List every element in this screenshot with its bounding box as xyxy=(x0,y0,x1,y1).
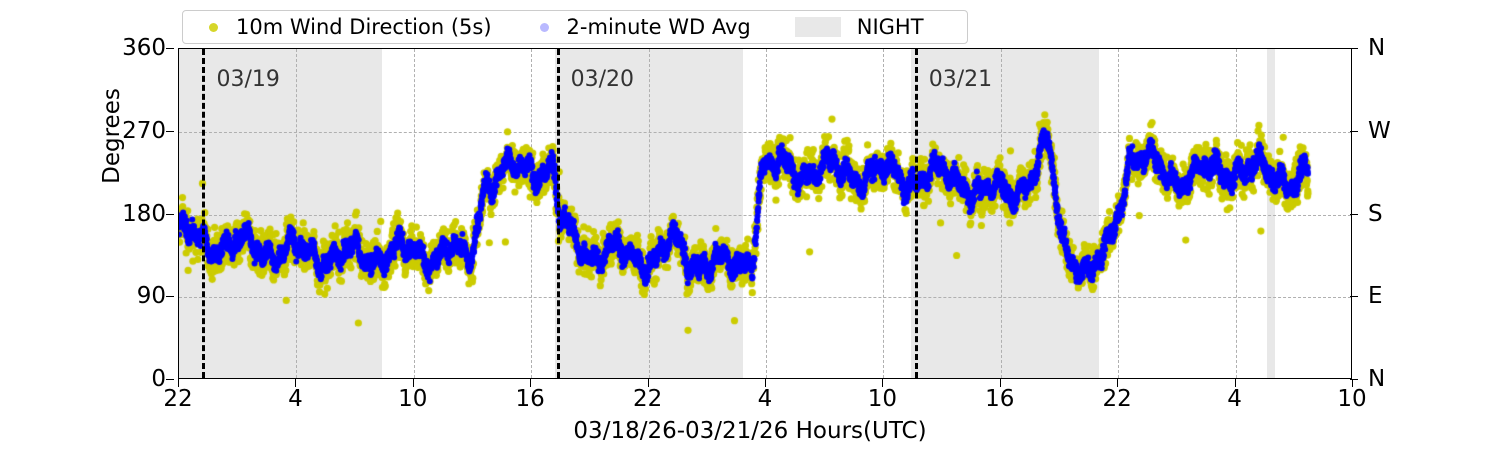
shaded-band-swatch-icon xyxy=(794,17,841,37)
right-y-tick-mark xyxy=(1350,296,1358,298)
x-tick-mark xyxy=(1234,379,1236,387)
scatter-data-canvas xyxy=(179,49,1351,378)
x-tick-mark xyxy=(882,379,884,387)
x-tick-label: 4 xyxy=(757,386,773,412)
dot-icon xyxy=(539,22,549,32)
x-tick-label: 10 xyxy=(398,386,428,412)
legend-label-wind-direction: 10m Wind Direction (5s) xyxy=(236,15,492,39)
x-tick-label: 10 xyxy=(1337,386,1367,412)
x-tick-mark xyxy=(1352,379,1353,387)
day-label: 03/20 xyxy=(570,67,635,92)
y-tick-mark xyxy=(166,130,174,132)
dot-icon xyxy=(209,22,218,32)
x-tick-label: 16 xyxy=(985,386,1015,412)
legend-label-night: NIGHT xyxy=(856,15,924,39)
x-axis-title: 03/18/26-03/21/26 Hours(UTC) xyxy=(573,418,927,444)
x-tick-mark xyxy=(295,379,297,387)
legend-label-wd-avg: 2-minute WD Avg xyxy=(566,15,751,39)
right-y-tick-mark xyxy=(1350,48,1358,49)
day-divider-line xyxy=(556,49,560,378)
x-tick-label: 16 xyxy=(515,386,545,412)
day-label: 03/21 xyxy=(928,67,993,92)
x-tick-mark xyxy=(765,379,766,387)
right-y-tick-label: N xyxy=(1368,35,1386,61)
x-tick-label: 22 xyxy=(632,386,663,412)
right-y-tick-mark xyxy=(1350,379,1358,380)
x-tick-label: 22 xyxy=(163,386,193,412)
right-y-tick-label: W xyxy=(1368,117,1391,144)
day-divider-line xyxy=(914,49,918,378)
legend-entry-wd-avg: 2-minute WD Avg xyxy=(539,11,751,43)
x-tick-mark xyxy=(1117,379,1119,387)
y-tick-mark xyxy=(166,213,174,215)
y-tick-label: 180 xyxy=(122,200,166,227)
y-tick-label: 360 xyxy=(122,35,166,61)
y-axis-labels: 0 90 180 270 360 xyxy=(88,0,174,450)
x-tick-mark xyxy=(647,379,649,387)
x-tick-mark xyxy=(999,379,1001,387)
y-tick-label: 90 xyxy=(136,283,166,310)
y-tick-mark xyxy=(166,379,174,380)
right-y-axis-labels: N E S W N xyxy=(1350,0,1428,450)
y-tick-label: 0 xyxy=(151,366,166,392)
x-tick-mark xyxy=(530,379,532,387)
plot-area: 03/19 03/20 03/21 xyxy=(178,48,1352,379)
right-y-tick-mark xyxy=(1350,130,1358,132)
day-divider-line xyxy=(202,49,206,378)
x-tick-label: 22 xyxy=(1102,386,1132,412)
y-tick-mark xyxy=(166,48,174,49)
x-tick-mark xyxy=(412,379,414,387)
right-y-tick-label: N xyxy=(1368,366,1386,392)
right-y-tick-label: S xyxy=(1368,200,1383,227)
x-tick-label: 10 xyxy=(867,386,898,412)
x-tick-label: 4 xyxy=(1227,386,1242,412)
right-y-tick-mark xyxy=(1350,213,1358,215)
legend-entry-wind-direction: 10m Wind Direction (5s) xyxy=(209,11,492,43)
day-label: 03/19 xyxy=(216,67,280,92)
y-tick-mark xyxy=(166,296,174,298)
legend-entry-night: NIGHT xyxy=(794,11,924,43)
x-tick-label: 4 xyxy=(288,386,303,412)
right-y-tick-label: E xyxy=(1368,283,1383,310)
x-tick-mark xyxy=(178,379,179,387)
chart-legend: 10m Wind Direction (5s) 2-minute WD Avg … xyxy=(182,10,968,44)
y-tick-label: 270 xyxy=(122,117,166,144)
